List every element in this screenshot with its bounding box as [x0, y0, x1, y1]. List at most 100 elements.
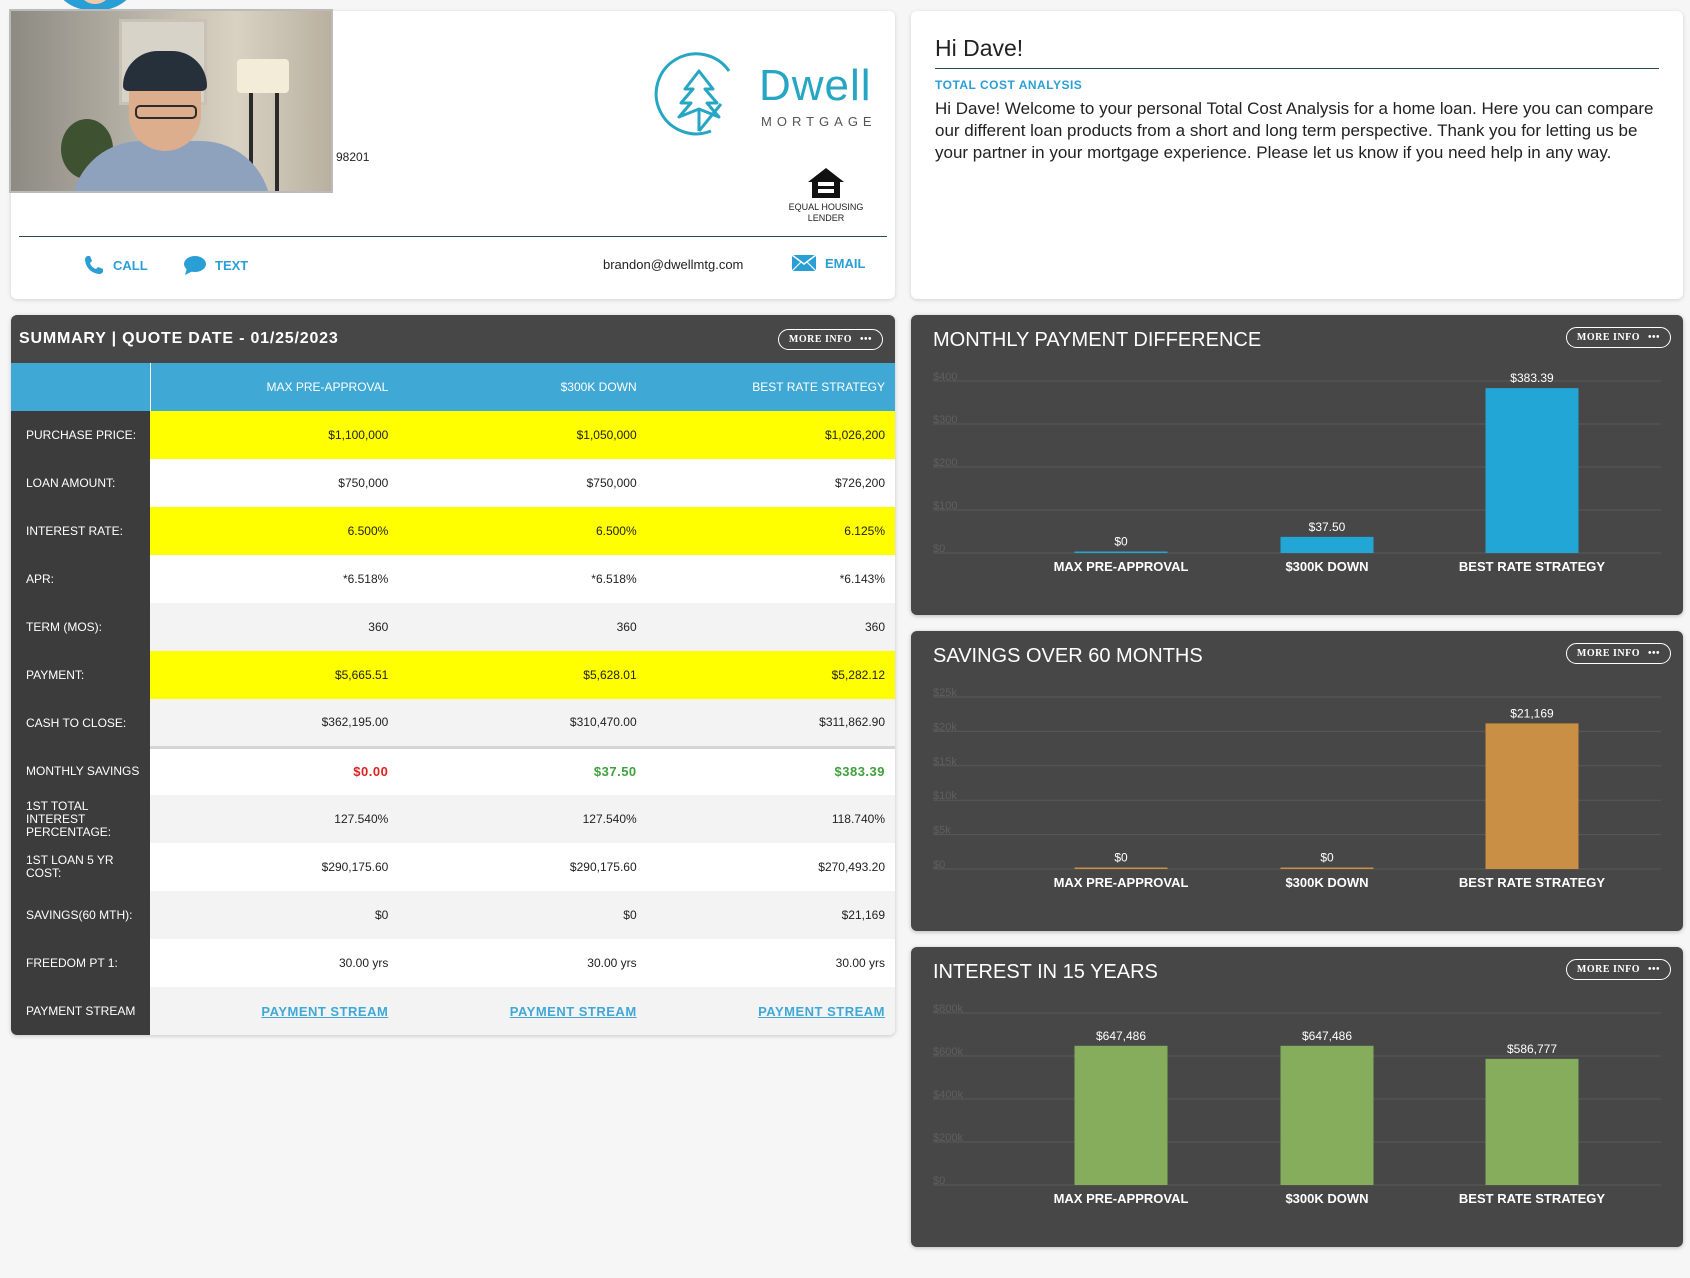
table-cell: $750,000 [398, 459, 646, 507]
table-cell: PAYMENT STREAM [646, 987, 895, 1035]
bar-value-label: $647,486 [1096, 1029, 1146, 1043]
x-category-label: BEST RATE STRATEGY [1459, 875, 1605, 890]
y-tick-label: $5k [933, 825, 951, 837]
text-button[interactable]: TEXT [183, 254, 248, 276]
cell-value: $310,470.00 [569, 715, 637, 730]
table-row: CASH TO CLOSE: $362,195.00 $310,470.00 $311… [11, 699, 895, 747]
envelope-icon [791, 254, 817, 272]
email-button[interactable]: EMAIL [791, 254, 865, 272]
y-tick-label: $800k [933, 1003, 963, 1015]
chart-more-info-button[interactable]: MORE INFO ••• [1565, 327, 1671, 348]
table-row: 1ST TOTAL INTEREST PERCENTAGE: 127.540% 12… [11, 795, 895, 843]
bar[interactable] [1074, 867, 1168, 870]
table-cell: $270,493.20 [647, 843, 895, 891]
more-info-label: MORE INFO [1576, 964, 1640, 975]
bar[interactable] [1074, 551, 1168, 554]
y-tick-label: $400k [933, 1089, 963, 1101]
bar-value-label: $0 [1320, 851, 1334, 865]
cell-value: $362,195.00 [321, 715, 389, 730]
more-info-label: MORE INFO [1576, 332, 1640, 343]
email-address[interactable]: brandon@dwellmtg.com [603, 257, 744, 272]
row-label: SAVINGS(60 MTH): [11, 891, 150, 939]
cell-value: $726,200 [834, 476, 885, 490]
table-cell: $1,100,000 [150, 411, 399, 459]
more-info-label: MORE INFO [1576, 648, 1640, 659]
chart-card-savings: SAVINGS OVER 60 MONTHS MORE INFO ••• $0 $… [911, 631, 1683, 931]
payment-stream-link[interactable]: PAYMENT STREAM [509, 1003, 637, 1019]
video-feed [9, 9, 333, 193]
cell-value: $37.50 [593, 764, 637, 780]
bar[interactable] [1280, 1045, 1374, 1185]
table-row: PURCHASE PRICE: $1,100,000 $1,050,000 $1,02… [11, 411, 895, 459]
dwell-logo: Dwell MORTGAGE [651, 49, 881, 139]
cell-value: 6.125% [844, 524, 885, 538]
more-dots-icon: ••• [1647, 964, 1660, 975]
row-label: PAYMENT STREAM [11, 987, 150, 1035]
chart-card-interest: INTEREST IN 15 YEARS MORE INFO ••• $0 $20… [911, 947, 1683, 1247]
intro-card: Hi Dave! TOTAL COST ANALYSIS Hi Dave! We… [911, 11, 1683, 299]
cell-value: 360 [864, 620, 885, 634]
y-tick-label: $0 [933, 859, 945, 871]
cell-value: $5,665.51 [334, 668, 389, 682]
chart-more-info-button[interactable]: MORE INFO ••• [1565, 959, 1671, 980]
cell-value: $0.00 [353, 764, 389, 780]
y-tick-label: $0 [933, 1175, 945, 1187]
row-label: TERM (MOS): [11, 603, 150, 651]
more-info-label: MORE INFO [788, 333, 852, 345]
payment-stream-link[interactable]: PAYMENT STREAM [261, 1003, 389, 1019]
table-row: PAYMENT: $5,665.51 $5,628.01 $5,282.12 [11, 651, 895, 699]
y-tick-label: $25k [933, 687, 957, 699]
x-category-label: MAX PRE-APPROVAL [1054, 559, 1189, 574]
row-label: PAYMENT: [11, 651, 150, 699]
chart-card-monthly-payment: MONTHLY PAYMENT DIFFERENCE MORE INFO •••… [911, 315, 1683, 615]
table-cell: $37.50 [398, 745, 647, 795]
table-cell: 6.125% [646, 507, 895, 555]
table-cell: $362,195.00 [150, 699, 399, 747]
cell-value: $383.39 [834, 764, 885, 780]
bar[interactable] [1485, 388, 1579, 553]
bar-value-label: $383.39 [1510, 371, 1554, 385]
row-label: INTEREST RATE: [11, 507, 150, 555]
logo-name: Dwell [759, 61, 872, 110]
phone-icon [85, 256, 103, 274]
summary-header: SUMMARY | QUOTE DATE - 01/25/2023 MORE I… [11, 315, 895, 363]
table-cell: *6.518% [398, 555, 646, 603]
summary-more-info-button[interactable]: MORE INFO ••• [777, 328, 883, 350]
table-cell: *6.143% [647, 555, 895, 603]
chart-more-info-button[interactable]: MORE INFO ••• [1565, 643, 1671, 664]
summary-table: MAX PRE-APPROVAL $300K DOWN BEST RATE ST… [11, 363, 895, 1035]
more-dots-icon: ••• [1647, 648, 1660, 659]
table-cell: 30.00 yrs [647, 939, 895, 987]
bar[interactable] [1280, 867, 1374, 870]
y-tick-label: $10k [933, 790, 957, 802]
table-cell: 30.00 yrs [150, 939, 398, 987]
column-header: MAX PRE-APPROVAL [150, 363, 399, 411]
cell-value: 30.00 yrs [587, 956, 637, 970]
table-row: SAVINGS(60 MTH): $0 $0 $21,169 [11, 891, 895, 939]
y-tick-label: $300 [933, 414, 957, 426]
bar[interactable] [1074, 1045, 1168, 1185]
x-category-label: $300K DOWN [1285, 559, 1368, 574]
bar[interactable] [1485, 723, 1579, 869]
column-header: BEST RATE STRATEGY [646, 363, 895, 411]
payment-stream-link[interactable]: PAYMENT STREAM [758, 1003, 885, 1019]
call-label: CALL [113, 257, 148, 273]
cell-value: $750,000 [586, 476, 637, 490]
cell-value: 127.540% [582, 812, 637, 826]
email-label: EMAIL [825, 255, 866, 271]
bar[interactable] [1280, 536, 1374, 553]
bar-chart: $0 $5k $10k $15k $20k $25k $0 MAX PRE-APPROVAL $… [933, 687, 1661, 890]
table-row: TERM (MOS): 360 360 360 [11, 603, 895, 651]
cell-value: $0 [623, 908, 637, 922]
corner-cell [11, 363, 151, 411]
bar[interactable] [1485, 1058, 1579, 1185]
table-cell: *6.518% [150, 555, 398, 603]
x-category-label: $300K DOWN [1285, 875, 1368, 890]
call-button[interactable]: CALL [83, 254, 148, 276]
summary-panel: SUMMARY | QUOTE DATE - 01/25/2023 MORE I… [11, 315, 895, 1035]
table-cell: $1,026,200 [646, 411, 895, 459]
cell-value: 30.00 yrs [338, 956, 389, 970]
row-label: PURCHASE PRICE: [11, 411, 150, 459]
table-cell: 118.740% [646, 795, 895, 843]
row-label: FREEDOM PT 1: [11, 939, 150, 987]
